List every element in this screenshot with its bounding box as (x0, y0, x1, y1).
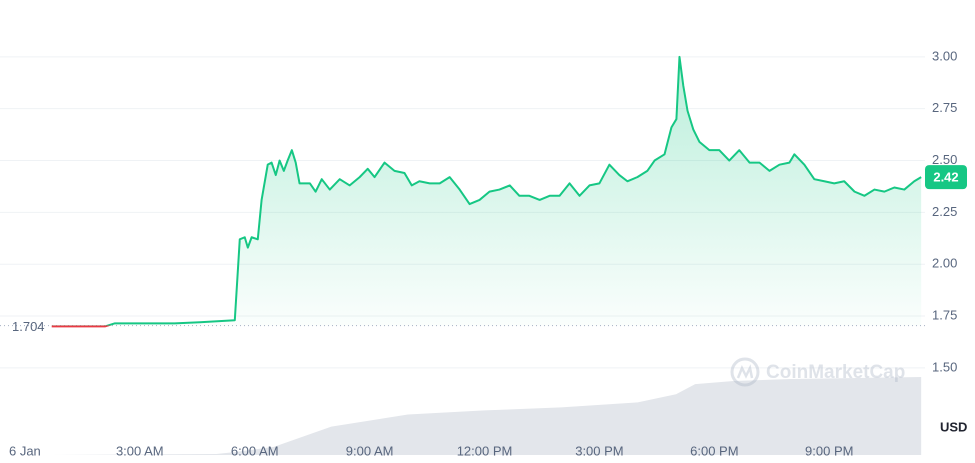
y-tick-label: 1.50 (932, 359, 957, 374)
x-tick-label: 12:00 PM (457, 443, 513, 458)
x-tick-label: 6:00 PM (690, 443, 738, 458)
price-tag (925, 165, 967, 190)
watermark-text: CoinMarketCap (766, 362, 905, 383)
price-area (51, 56, 922, 327)
y-tick-label: 2.50 (932, 152, 957, 167)
price-tag-label: 2.42 (933, 170, 958, 185)
x-tick-label: 6:00 AM (231, 443, 279, 458)
x-tick-label: 9:00 AM (346, 443, 394, 458)
currency-label: USD (940, 419, 967, 434)
price-line (51, 55, 922, 328)
volume-area (51, 377, 922, 455)
y-tick-label: 2.00 (932, 256, 957, 271)
y-tick-label: 1.75 (932, 307, 957, 322)
y-tick-label: 2.25 (932, 204, 957, 219)
baseline-label: 1.704 (12, 319, 45, 334)
y-tick-label: 2.75 (932, 100, 957, 115)
y-tick-label: 3.00 (932, 48, 957, 63)
x-tick-label: 3:00 AM (116, 443, 164, 458)
x-tick-label: 6 Jan (9, 443, 41, 458)
x-tick-label: 9:00 PM (805, 443, 853, 458)
watermark: CoinMarketCap (730, 357, 905, 387)
x-tick-label: 3:00 PM (575, 443, 623, 458)
